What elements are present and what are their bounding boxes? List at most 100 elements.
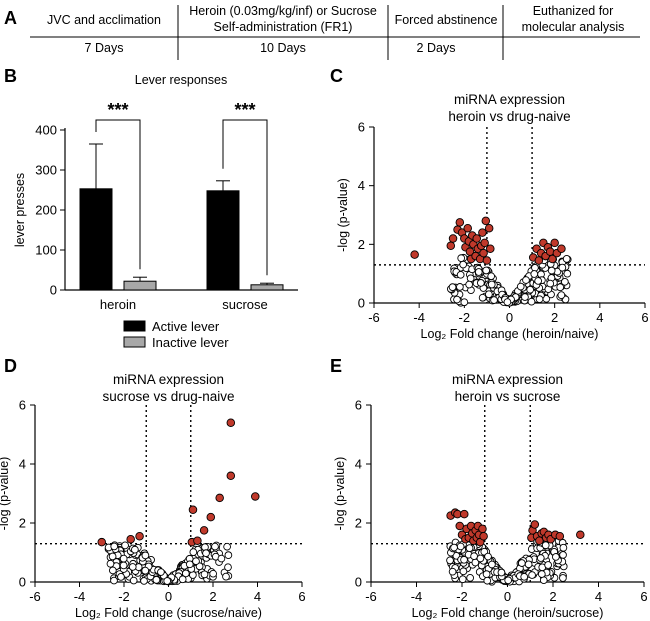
- data-point: [121, 541, 129, 550]
- data-point: [476, 554, 485, 563]
- data-point: [527, 297, 536, 306]
- data-point: [503, 298, 512, 306]
- data-point: [534, 277, 543, 285]
- significant-point: [215, 493, 224, 503]
- data-point: [521, 293, 529, 301]
- data-point: [192, 557, 200, 566]
- data-point: [448, 567, 457, 576]
- significant-point: [199, 526, 209, 535]
- data-point: [163, 577, 172, 585]
- chart-title: heroin vs sucrose: [455, 389, 561, 404]
- data-point: [141, 551, 150, 560]
- x-tick-label: heroin: [100, 297, 136, 312]
- significant-point: [576, 530, 585, 540]
- significant-point: [555, 532, 565, 541]
- significant-point: [463, 223, 472, 233]
- significance-label: ***: [234, 100, 255, 120]
- data-point: [559, 551, 567, 559]
- significant-point: [97, 537, 106, 547]
- significant-point: [486, 244, 495, 253]
- significant-point: [478, 524, 487, 534]
- y-tick-label: 0: [50, 283, 57, 298]
- data-point: [483, 576, 492, 585]
- data-point: [119, 554, 128, 563]
- data-point: [108, 566, 117, 575]
- data-point: [557, 291, 566, 299]
- data-point: [477, 279, 485, 287]
- x-tick-label: 0: [165, 589, 172, 604]
- data-point: [465, 280, 473, 289]
- significant-point: [188, 505, 198, 514]
- panel-a-timeline: A JVC and acclimation 7 Days Heroin (0.0…: [4, 4, 640, 60]
- chart-title: Lever responses: [135, 73, 227, 87]
- data-point: [202, 549, 210, 558]
- stage-3-duration: 2 Days: [417, 41, 456, 55]
- data-point: [456, 270, 465, 279]
- x-tick-label: 0: [506, 310, 513, 325]
- data-point: [552, 553, 560, 561]
- data-point: [485, 290, 493, 299]
- significant-point: [410, 250, 419, 259]
- y-tick-label: 0: [355, 575, 362, 590]
- data-point: [537, 570, 546, 578]
- stage-1-label: JVC and acclimation: [47, 13, 161, 27]
- y-tick-label: 2: [355, 516, 362, 531]
- data-point: [117, 573, 125, 581]
- data-point: [490, 296, 498, 304]
- data-point: [530, 270, 539, 278]
- data-point: [465, 544, 474, 552]
- data-point: [478, 293, 487, 302]
- data-point: [152, 576, 161, 584]
- data-point: [524, 560, 533, 569]
- data-point: [466, 574, 474, 582]
- data-point: [544, 561, 552, 569]
- y-tick-label: 400: [35, 123, 57, 138]
- data-point: [460, 555, 468, 564]
- data-point: [459, 567, 468, 576]
- y-tick-label: 4: [355, 457, 362, 472]
- significant-point: [479, 532, 488, 541]
- chart-title: miRNA expression: [452, 372, 563, 387]
- significant-point: [534, 256, 544, 265]
- data-point: [546, 279, 555, 288]
- significant-point: [193, 536, 202, 545]
- bar: [250, 284, 284, 291]
- data-point: [559, 543, 568, 552]
- data-point: [200, 570, 209, 579]
- y-tick-label: 2: [358, 237, 365, 252]
- y-tick-label: 0: [358, 296, 365, 311]
- panel-b-letter: B: [4, 66, 17, 86]
- data-point: [224, 551, 233, 560]
- data-point: [108, 552, 117, 561]
- data-point: [522, 276, 530, 284]
- stage-2-duration: 10 Days: [260, 41, 306, 55]
- significance-bracket: [95, 119, 141, 270]
- data-point: [128, 563, 137, 571]
- significant-point: [550, 238, 559, 248]
- data-point: [482, 266, 491, 275]
- significance-bracket: [222, 119, 268, 276]
- data-point: [157, 568, 165, 576]
- significant-point: [480, 238, 489, 248]
- data-point: [178, 575, 187, 584]
- data-point: [528, 571, 536, 579]
- data-point: [456, 283, 464, 291]
- y-tick-label: 6: [358, 120, 365, 135]
- y-tick-label: 6: [355, 398, 362, 413]
- significant-point: [557, 244, 566, 253]
- data-point: [517, 559, 526, 567]
- data-point: [209, 569, 217, 578]
- significant-point: [482, 256, 492, 265]
- data-point: [536, 554, 545, 562]
- data-point: [504, 576, 513, 585]
- significant-point: [472, 234, 482, 243]
- x-tick-label: -4: [411, 589, 423, 604]
- y-tick-label: 0: [19, 575, 26, 590]
- significant-point: [481, 216, 491, 226]
- legend-label: Inactive lever: [152, 335, 229, 350]
- data-point: [487, 280, 496, 289]
- y-tick-label: 300: [35, 163, 57, 178]
- data-point: [466, 274, 475, 283]
